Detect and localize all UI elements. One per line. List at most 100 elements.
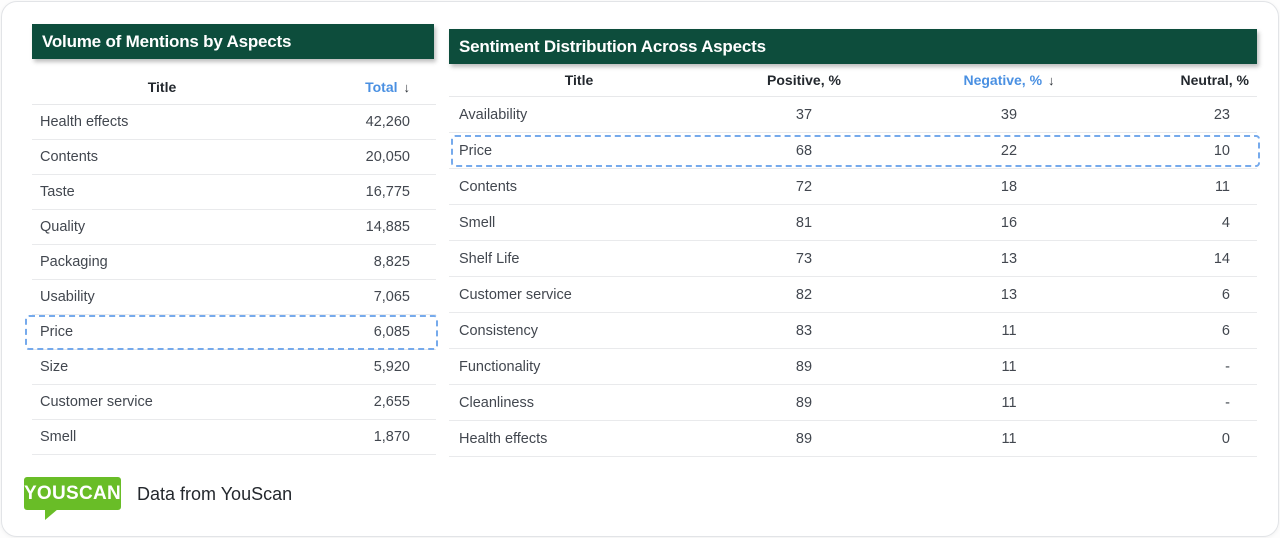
cell-negative: 11	[1001, 358, 1017, 375]
cell-neutral: 14	[1213, 250, 1230, 267]
table-row[interactable]: Contents 20,050	[32, 140, 436, 175]
column-header-total[interactable]: Total ↓	[292, 79, 436, 95]
cell-title: Usability	[40, 289, 95, 305]
sort-desc-icon: ↓	[1048, 73, 1055, 88]
table-row[interactable]: Health effects 89 11 0	[449, 421, 1257, 457]
table-row[interactable]: Availability 37 39 23	[449, 97, 1257, 133]
cell-positive: 72	[795, 178, 813, 195]
cell-title: Packaging	[40, 254, 108, 270]
cell-title: Quality	[40, 219, 86, 235]
cell-negative: 39	[1000, 106, 1018, 123]
sentiment-table: Title Positive, % Negative, % ↓ Neutral, …	[449, 64, 1260, 457]
table-row[interactable]: Size 5,920	[32, 350, 436, 385]
table-row[interactable]: Customer service 2,655	[32, 385, 436, 420]
table-row[interactable]: Packaging 8,825	[32, 245, 436, 280]
cell-title: Smell	[459, 214, 496, 231]
column-header-title: Title	[564, 72, 594, 88]
youscan-logo-text: YOUSCAN	[24, 477, 121, 510]
table-row[interactable]: Smell 81 16 4	[449, 205, 1257, 241]
cell-title: Contents	[40, 149, 99, 165]
cell-neutral: 6	[1221, 322, 1230, 339]
cell-total: 5,920	[373, 359, 410, 375]
cell-total: 6,085	[373, 324, 410, 340]
column-header-total-label: Total	[365, 79, 398, 95]
cell-negative: 13	[1000, 286, 1018, 303]
table-row[interactable]: Smell 1,870	[32, 420, 436, 455]
column-header-title: Title	[147, 79, 177, 95]
cell-neutral: -	[1225, 394, 1230, 411]
volume-table-body: Health effects 42,260 Contents 20,050 Taste 1…	[25, 105, 438, 455]
cell-neutral: 6	[1221, 286, 1230, 303]
cell-title: Contents	[459, 178, 518, 195]
table-row[interactable]: Shelf Life 73 13 14	[449, 241, 1257, 277]
cell-positive: 37	[795, 106, 813, 123]
table-row[interactable]: Quality 14,885	[32, 210, 436, 245]
cell-title: Price	[459, 142, 493, 159]
attribution-text: Data from YouScan	[137, 484, 293, 504]
cell-title: Taste	[40, 184, 75, 200]
sentiment-table-title: Sentiment Distribution Across Aspects	[449, 29, 1257, 64]
table-row[interactable]: Functionality 89 11 -	[449, 349, 1257, 385]
table-row[interactable]: Consistency 83 11 6	[449, 313, 1257, 349]
cell-positive: 89	[795, 430, 813, 447]
cell-total: 7,065	[373, 289, 410, 305]
cell-title: Health effects	[40, 114, 129, 130]
table-row[interactable]: Cleanliness 89 11 -	[449, 385, 1257, 421]
cell-title: Customer service	[40, 394, 153, 410]
table-row[interactable]: Contents 72 18 11	[449, 169, 1257, 205]
table-row[interactable]: Customer service 82 13 6	[449, 277, 1257, 313]
cell-positive: 68	[795, 142, 813, 159]
volume-table: Title Total ↓ Health effects 42,260 Content…	[25, 59, 438, 455]
cell-negative: 18	[1000, 178, 1018, 195]
cell-title: Health effects	[459, 430, 548, 447]
cell-title: Customer service	[459, 286, 572, 303]
cell-title: Cleanliness	[459, 394, 534, 411]
sort-desc-icon: ↓	[403, 80, 411, 95]
cell-neutral: 4	[1221, 214, 1230, 231]
cell-title: Availability	[459, 106, 528, 123]
sentiment-table-body: Availability 37 39 23 Price 68 22 10 Contents 72 1…	[449, 97, 1260, 457]
table-row[interactable]: Health effects 42,260	[32, 105, 436, 140]
column-header-negative-label: Negative, %	[963, 72, 1043, 88]
table-row[interactable]: Price 6,085	[25, 315, 438, 350]
cell-positive: 89	[795, 394, 813, 411]
cell-neutral: 0	[1221, 430, 1230, 447]
cell-negative: 11	[1001, 322, 1017, 339]
table-header-row: Title Total ↓	[32, 59, 436, 105]
cell-negative: 16	[1000, 214, 1018, 231]
cell-neutral: 10	[1213, 142, 1230, 159]
table-row[interactable]: Usability 7,065	[32, 280, 436, 315]
cell-positive: 73	[795, 250, 813, 267]
cell-negative: 11	[1001, 394, 1017, 411]
cell-total: 8,825	[373, 254, 410, 270]
cell-title: Smell	[40, 429, 77, 445]
cell-neutral: -	[1225, 358, 1230, 375]
cell-negative: 22	[1000, 142, 1018, 159]
cell-negative: 13	[1000, 250, 1018, 267]
column-header-neutral[interactable]: Neutral, %	[1180, 72, 1249, 88]
column-header-positive[interactable]: Positive, %	[767, 72, 841, 88]
table-row[interactable]: Price 68 22 10	[449, 133, 1260, 169]
column-header-negative[interactable]: Negative, % ↓	[899, 72, 1119, 88]
cell-title: Functionality	[459, 358, 541, 375]
cell-positive: 83	[795, 322, 813, 339]
volume-table-title: Volume of Mentions by Aspects	[32, 24, 434, 59]
cell-neutral: 11	[1214, 178, 1230, 195]
cell-total: 16,775	[365, 184, 410, 200]
cell-total: 20,050	[365, 149, 410, 165]
cell-positive: 82	[795, 286, 813, 303]
cell-title: Shelf Life	[459, 250, 520, 267]
cell-total: 14,885	[365, 219, 410, 235]
table-header-row: Title Positive, % Negative, % ↓ Neutral, …	[449, 64, 1257, 97]
cell-neutral: 23	[1213, 106, 1230, 123]
cell-title: Size	[40, 359, 69, 375]
cell-total: 2,655	[373, 394, 410, 410]
speech-bubble-tail-icon	[45, 509, 58, 520]
cell-title: Consistency	[459, 322, 538, 339]
cell-total: 42,260	[365, 114, 410, 130]
cell-negative: 11	[1001, 430, 1017, 447]
cell-total: 1,870	[373, 429, 410, 445]
cell-positive: 81	[795, 214, 813, 231]
table-row[interactable]: Taste 16,775	[32, 175, 436, 210]
